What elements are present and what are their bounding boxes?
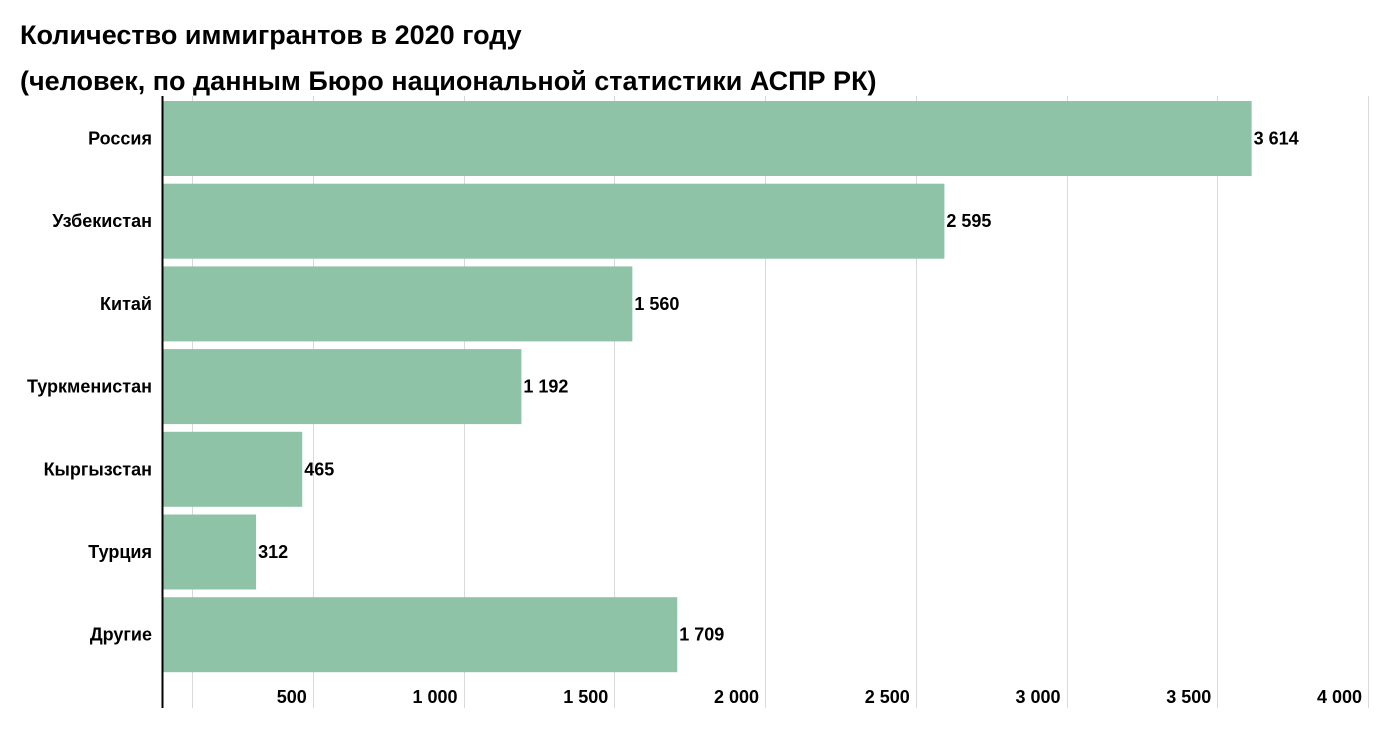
value-label-6: 1 709 xyxy=(679,625,724,645)
category-label-6: Другие xyxy=(90,625,152,645)
labels: Россия 3 614 Узбекистан 2 595 Китай 1 560 Турк… xyxy=(27,96,1362,708)
x-tick-label-1000: 1 000 xyxy=(412,687,457,707)
category-label-3: Туркменистан xyxy=(27,377,152,397)
value-label-3: 1 192 xyxy=(523,377,568,397)
category-label-2: Китай xyxy=(100,294,152,314)
chart-subtitle: (человек, по данным Бюро национальной ст… xyxy=(20,66,877,96)
category-label-5: Турция xyxy=(88,542,152,562)
bar-5 xyxy=(162,514,257,590)
chart-title: Количество иммигрантов в 2020 году xyxy=(20,20,522,50)
value-label-1: 2 595 xyxy=(946,211,991,231)
x-tick-label-4000: 4 000 xyxy=(1317,687,1362,707)
x-tick-label-3000: 3 000 xyxy=(1015,687,1060,707)
value-label-0: 3 614 xyxy=(1254,129,1299,149)
x-tick-label-2000: 2 000 xyxy=(714,687,759,707)
bar-0 xyxy=(162,101,1252,176)
x-tick-label-2500: 2 500 xyxy=(865,687,910,707)
value-label-2: 1 560 xyxy=(634,294,679,314)
x-tick-label-500: 500 xyxy=(277,687,307,707)
chart-title-block: Количество иммигрантов в 2020 году (чело… xyxy=(20,12,877,104)
bar-1 xyxy=(162,183,945,259)
category-label-0: Россия xyxy=(88,129,152,149)
x-tick-label-1500: 1 500 xyxy=(563,687,608,707)
category-label-4: Кыргызстан xyxy=(44,459,152,479)
bar-2 xyxy=(162,266,633,342)
value-label-5: 312 xyxy=(258,542,288,562)
category-label-1: Узбекистан xyxy=(52,211,152,231)
bar-4 xyxy=(162,431,303,507)
value-label-4: 465 xyxy=(304,459,334,479)
bar-6 xyxy=(162,597,678,673)
x-tick-label-3500: 3 500 xyxy=(1166,687,1211,707)
bars xyxy=(162,101,1252,673)
bar-3 xyxy=(162,349,522,425)
